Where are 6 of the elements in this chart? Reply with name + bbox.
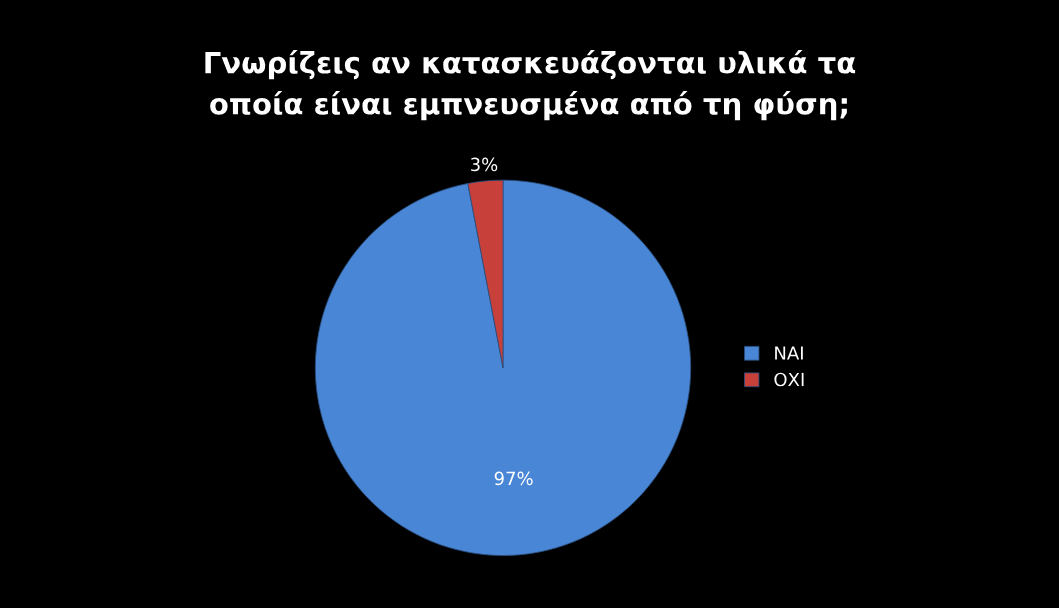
data-label: 97% [494, 471, 533, 486]
legend-label: ΟΧΙ [774, 372, 804, 387]
chart-title: Γνωρίζεις αν κατασκευάζονται υλικά τα οποία είναι εμπνευσμένα από τη φύση; [205, 49, 856, 121]
data-label: 3% [471, 157, 498, 172]
legend-label: ΝΑΙ [775, 346, 803, 360]
pie-slice [314, 179, 692, 556]
